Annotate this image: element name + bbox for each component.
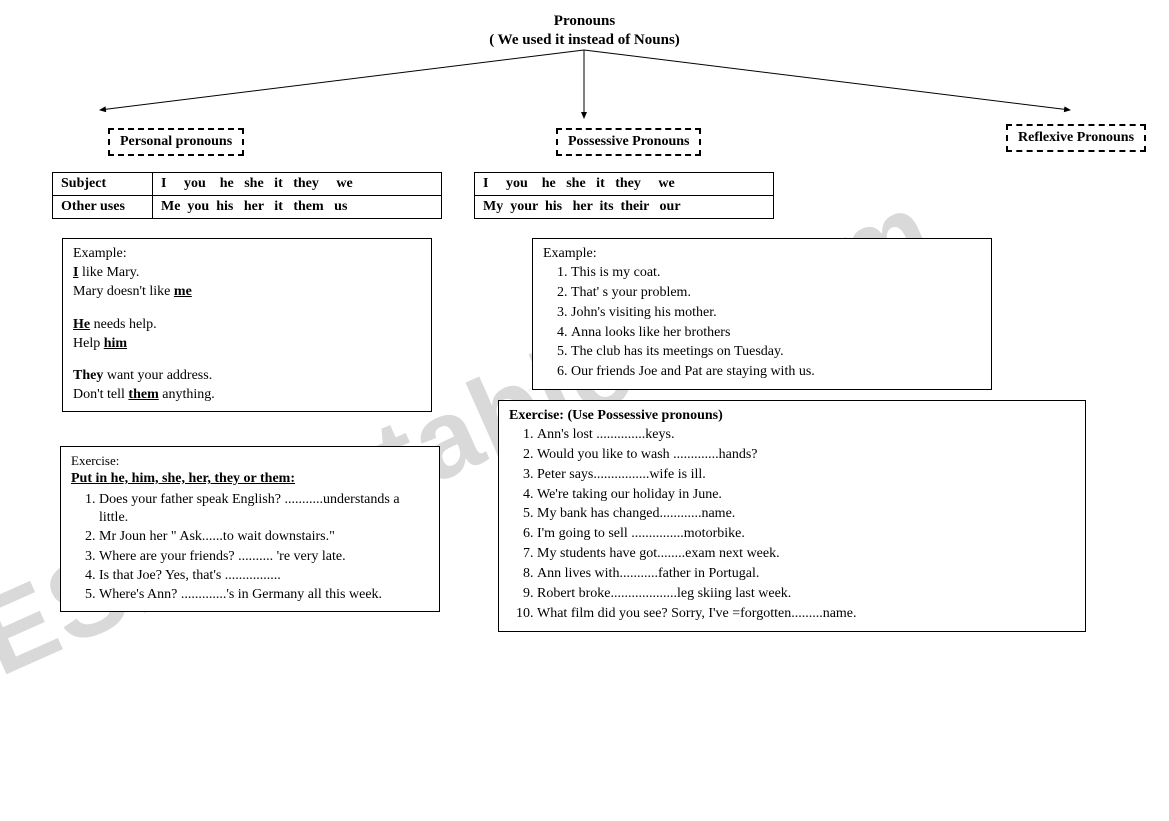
list-item: Our friends Joe and Pat are staying with… xyxy=(571,363,981,382)
list-item: Anna looks like her brothers xyxy=(571,324,981,343)
list-item: Ann's lost ..............keys. xyxy=(537,426,1075,445)
list-item: Where are your friends? .......... 're v… xyxy=(99,548,429,566)
ex-l6a: Don't tell xyxy=(73,387,128,402)
personal-table: Subject I you he she it they we Other us… xyxy=(52,172,442,219)
ex-l2b: me xyxy=(174,284,192,299)
ex-l6b: them xyxy=(128,387,158,402)
personal-row1-values: I you he she it they we xyxy=(153,173,442,196)
personal-ex-l5: They want your address. xyxy=(73,367,421,386)
list-item: My bank has changed............name. xyxy=(537,505,1075,524)
possessive-table: I you he she it they we My your his her … xyxy=(474,172,774,219)
list-item: The club has its meetings on Tuesday. xyxy=(571,343,981,362)
personal-exercise-heading: Exercise: xyxy=(71,453,429,470)
category-personal: Personal pronouns xyxy=(108,128,244,156)
possessive-row1: I you he she it they we xyxy=(475,173,774,196)
personal-exercise-instruction: Put in he, him, she, her, they or them: xyxy=(71,470,429,488)
ex-l4a: Help xyxy=(73,336,104,351)
list-item: What film did you see? Sorry, I've =forg… xyxy=(537,605,1075,624)
possessive-exercise-heading: Exercise: xyxy=(509,408,567,423)
possessive-example-heading: Example: xyxy=(543,245,981,264)
list-item: Ann lives with...........father in Portu… xyxy=(537,565,1075,584)
list-item: Does your father speak English? ........… xyxy=(99,491,429,527)
personal-example-box: Example: I like Mary. Mary doesn't like … xyxy=(62,238,432,412)
personal-ex-l2: Mary doesn't like me xyxy=(73,283,421,302)
personal-row2-label: Other uses xyxy=(53,196,153,219)
list-item: Would you like to wash .............hand… xyxy=(537,446,1075,465)
personal-ex-l4: Help him xyxy=(73,335,421,354)
personal-example-heading: Example: xyxy=(73,245,421,264)
personal-exercise-box: Exercise: Put in he, him, she, her, they… xyxy=(60,446,440,612)
possessive-example-list: This is my coat. That' s your problem. J… xyxy=(571,264,981,382)
personal-row1-label: Subject xyxy=(53,173,153,196)
content-layer: Pronouns ( We used it instead of Nouns) … xyxy=(0,0,1169,821)
personal-ex-l3: He needs help. xyxy=(73,316,421,335)
ex-l6c: anything. xyxy=(159,387,215,402)
ex-l5b: want your address. xyxy=(103,368,212,383)
list-item: My students have got........exam next we… xyxy=(537,545,1075,564)
ex-l3b: needs help. xyxy=(90,317,156,332)
ex-l4b: him xyxy=(104,336,127,351)
branch-arrows xyxy=(0,44,1169,134)
ex-l3a: He xyxy=(73,317,90,332)
category-reflexive: Reflexive Pronouns xyxy=(1006,124,1146,152)
category-possessive: Possessive Pronouns xyxy=(556,128,701,156)
possessive-exercise-sub: (Use Possessive pronouns) xyxy=(567,408,722,423)
possessive-row2: My your his her its their our xyxy=(475,196,774,219)
list-item: Robert broke...................leg skiin… xyxy=(537,585,1075,604)
title-line1: Pronouns xyxy=(0,12,1169,31)
list-item: We're taking our holiday in June. xyxy=(537,486,1075,505)
list-item: I'm going to sell ...............motorbi… xyxy=(537,525,1075,544)
list-item: Mr Joun her " Ask......to wait downstair… xyxy=(99,528,429,546)
personal-ex-l6: Don't tell them anything. xyxy=(73,386,421,405)
ex-l5a: They xyxy=(73,368,103,383)
list-item: Where's Ann? .............'s in Germany … xyxy=(99,586,429,604)
possessive-exercise-list: Ann's lost ..............keys. Would you… xyxy=(537,426,1075,624)
possessive-exercise-box: Exercise: (Use Possessive pronouns) Ann'… xyxy=(498,400,1086,632)
personal-exercise-list: Does your father speak English? ........… xyxy=(99,491,429,604)
ex-l2a: Mary doesn't like xyxy=(73,284,174,299)
list-item: Is that Joe? Yes, that's ...............… xyxy=(99,567,429,585)
list-item: Peter says................wife is ill. xyxy=(537,466,1075,485)
possessive-exercise-heading-line: Exercise: (Use Possessive pronouns) xyxy=(509,407,1075,426)
possessive-example-box: Example: This is my coat. That' s your p… xyxy=(532,238,992,390)
list-item: John's visiting his mother. xyxy=(571,304,981,323)
list-item: That' s your problem. xyxy=(571,284,981,303)
list-item: This is my coat. xyxy=(571,264,981,283)
personal-row2-values: Me you his her it them us xyxy=(153,196,442,219)
personal-ex-l1: I like Mary. xyxy=(73,264,421,283)
ex-l1b: like Mary. xyxy=(78,265,139,280)
